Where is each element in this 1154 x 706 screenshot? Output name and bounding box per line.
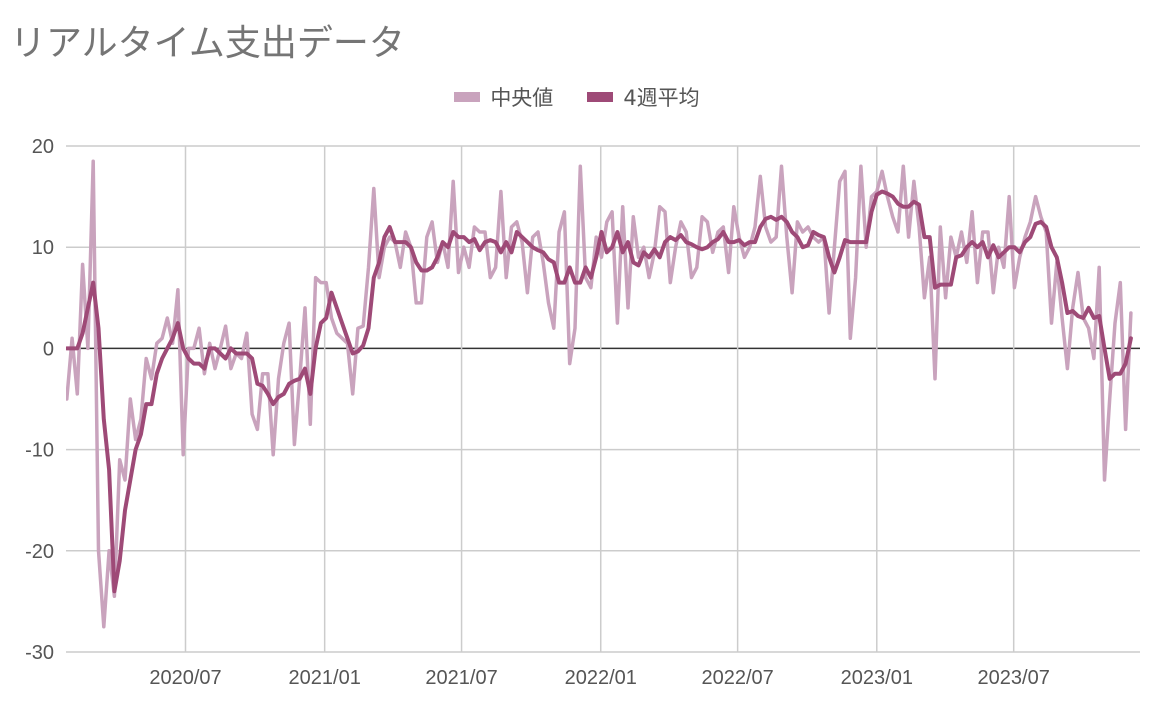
y-tick-label: 0 (43, 338, 54, 360)
legend-swatch-median (454, 92, 481, 102)
x-tick-label: 2023/01 (841, 667, 913, 689)
x-tick-label: 2021/01 (289, 667, 361, 689)
y-tick-label: -10 (25, 440, 54, 462)
x-tick-label: 2022/07 (701, 667, 773, 689)
chart-title: リアルタイム支出データ (10, 23, 405, 64)
legend-swatch-4week-average (587, 92, 614, 102)
x-tick-label: 2020/07 (149, 667, 221, 689)
x-tick-label: 2021/07 (425, 667, 497, 689)
legend-label-median: 中央値 (490, 86, 554, 110)
legend-item-4week-average[interactable]: 4週平均 (587, 82, 700, 112)
x-tick-label: 2023/07 (978, 667, 1050, 689)
legend: 中央値 4週平均 (0, 82, 1154, 112)
y-tick-label: -20 (25, 541, 54, 563)
legend-label-4week-average: 4週平均 (623, 86, 700, 110)
y-tick-label: -30 (25, 642, 54, 664)
x-tick-label: 2022/01 (565, 667, 637, 689)
series-line-4week-average (66, 189, 1133, 594)
y-tick-label: 20 (32, 136, 54, 158)
y-tick-label: 10 (32, 237, 54, 259)
legend-item-median[interactable]: 中央値 (454, 82, 553, 112)
series-line-median (66, 159, 1133, 629)
